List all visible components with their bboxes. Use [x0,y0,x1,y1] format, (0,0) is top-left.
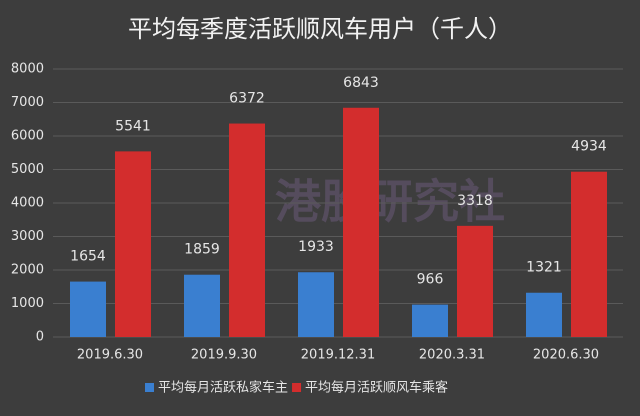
data-label: 6372 [229,91,265,107]
data-label: 1859 [184,242,220,258]
y-tick-label: 2000 [11,263,44,278]
y-tick-label: 3000 [11,229,44,244]
y-tick-label: 7000 [11,95,44,110]
bar [229,123,265,338]
y-tick-label: 6000 [11,129,44,144]
y-tick-label: 5000 [11,162,44,177]
bar [70,281,106,337]
legend-swatch [292,383,302,392]
data-label: 966 [417,272,444,288]
x-tick-label: 2020.3.31 [419,348,485,363]
bar [412,304,448,337]
y-tick-label: 8000 [11,62,44,77]
watermark: 港股研究社 [275,175,505,229]
y-tick-label: 0 [36,330,44,345]
data-label: 3318 [457,193,493,209]
legend-label: 平均每月活跃顺风车乘客 [305,380,448,396]
legend-swatch [145,383,154,392]
legend-label: 平均每月活跃私家车主 [158,380,288,396]
bar [526,292,562,337]
data-label: 6843 [343,75,379,91]
bar [298,272,334,337]
y-tick-label: 4000 [11,196,44,211]
data-label: 1654 [70,249,106,265]
data-label: 1321 [526,260,562,276]
bar [115,151,151,337]
data-label: 4934 [571,139,607,155]
y-tick-label: 1000 [11,296,44,311]
bar [457,225,493,337]
x-tick-label: 2020.6.30 [533,348,599,363]
bar [571,171,607,337]
bar [343,107,379,338]
x-tick-label: 2019.9.30 [191,348,257,363]
data-label: 1933 [298,239,334,255]
x-tick-label: 2019.12.31 [301,348,375,363]
bar [184,274,220,337]
data-label: 5541 [115,118,151,134]
x-tick-label: 2019.6.30 [77,348,143,363]
chart-title: 平均每季度活跃顺风车用户（千人） [128,15,512,43]
